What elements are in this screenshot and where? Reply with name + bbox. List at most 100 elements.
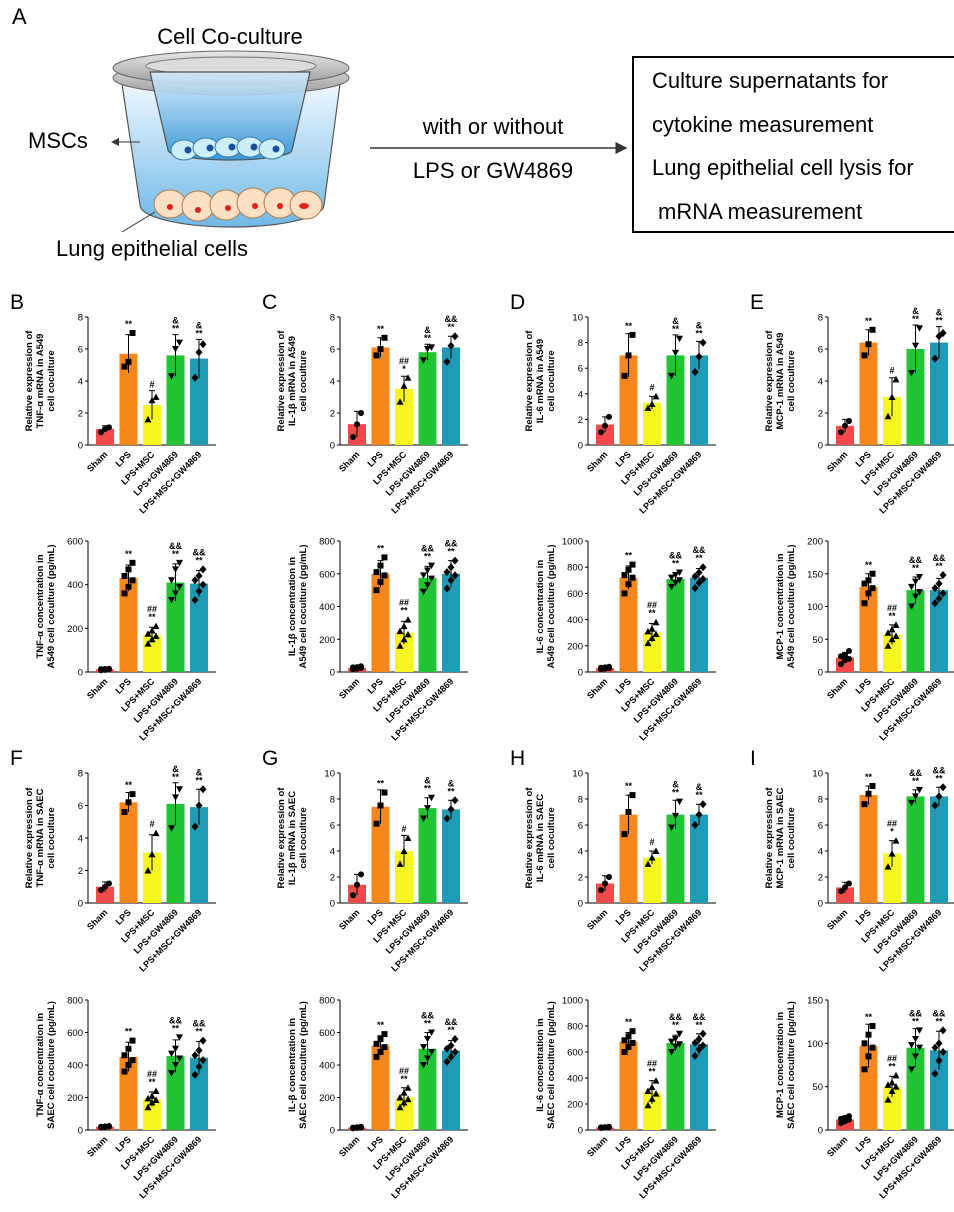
data-point [382, 790, 388, 796]
x-tick-label: LPS [853, 449, 872, 468]
data-point [862, 600, 868, 606]
data-point [354, 421, 360, 427]
data-point [862, 352, 868, 358]
significance-label: ** [447, 547, 455, 557]
y-axis-label: cell coculture [298, 807, 309, 868]
panel-label: G [262, 747, 278, 770]
y-tick-label: 800 [567, 1022, 583, 1033]
data-point [358, 1124, 364, 1130]
data-point [676, 799, 683, 806]
y-tick-label: 0 [330, 1126, 335, 1137]
significance-label: ** [125, 1027, 133, 1037]
data-point [622, 373, 628, 379]
epithelial-label: Lung epithelial cells [56, 236, 248, 261]
box-text: Lung epithelial cell lysis for [652, 155, 914, 180]
y-tick-label: 2 [330, 873, 335, 884]
data-point [700, 1030, 707, 1038]
data-point [126, 799, 132, 805]
y-tick-label: 400 [319, 602, 335, 613]
data-point [912, 1036, 919, 1043]
significance-label: # [149, 380, 154, 390]
x-tick-label: LPS [365, 449, 384, 468]
y-tick-label: 6 [818, 821, 823, 832]
significance-label: # [649, 837, 654, 847]
y-tick-label: 200 [567, 641, 583, 652]
significance-label: ** [912, 1016, 920, 1026]
y-axis-label: cell coculture [298, 350, 309, 411]
y-tick-label: 4 [818, 847, 823, 858]
significance-label: ** [195, 328, 203, 338]
data-point [700, 563, 707, 571]
bar-chart: CRelative expression ofIL-1β mRNA in A54… [262, 291, 468, 515]
y-axis-label: SAEC cell coculture (pg/mL) [546, 1001, 557, 1129]
bar [690, 578, 708, 672]
data-point [630, 332, 636, 338]
y-axis-label: MCP-1 mRNA in A549 [775, 333, 786, 430]
data-point [452, 1035, 459, 1043]
significance-label: ** [447, 322, 455, 332]
y-axis-label: IL-6 concentration in [535, 1018, 546, 1112]
y-tick-label: 2 [330, 409, 335, 420]
x-tick-label: Sham [585, 449, 609, 473]
y-tick-label: 50 [812, 1082, 823, 1093]
y-tick-label: 8 [78, 313, 83, 324]
y-tick-label: 0 [78, 1126, 83, 1137]
data-point [358, 410, 364, 416]
y-axis-label: IL-1β mRNA in A549 [287, 336, 298, 426]
data-point [866, 791, 872, 797]
panel-label: F [10, 747, 23, 770]
y-tick-label: 8 [578, 795, 583, 806]
data-point [630, 575, 636, 581]
data-point [602, 423, 608, 429]
x-tick-label: Sham [337, 1134, 361, 1158]
data-point [382, 554, 388, 560]
significance-label: ** [865, 560, 873, 570]
data-point [172, 346, 179, 353]
y-tick-label: 4 [78, 377, 83, 388]
data-point [378, 803, 384, 809]
bar [930, 796, 948, 903]
bar [190, 584, 208, 672]
data-point [401, 382, 408, 389]
bar [667, 579, 685, 672]
y-tick-label: 6 [78, 801, 83, 812]
data-point [374, 569, 380, 575]
data-point [940, 1026, 947, 1034]
y-tick-label: 400 [319, 1061, 335, 1072]
y-axis-label: TNF-α concentration in [35, 554, 46, 658]
x-tick-label: Sham [85, 676, 109, 700]
y-axis-label: Relative expression of [24, 787, 35, 889]
data-point [842, 423, 848, 429]
y-axis-label: IL-6 mRNA in SAEC [535, 794, 546, 882]
y-tick-label: 2 [78, 866, 83, 877]
significance-label: ** [865, 1012, 873, 1022]
data-point [870, 783, 876, 789]
y-tick-label: 0 [578, 899, 583, 910]
y-axis-label: MCP-1 mRNA in SAEC [775, 787, 786, 888]
y-tick-label: 200 [567, 1100, 583, 1111]
data-point [870, 1023, 876, 1029]
data-point [626, 352, 632, 358]
data-point [382, 335, 388, 341]
y-tick-label: 0 [330, 668, 335, 679]
significance-label: ** [648, 1067, 656, 1077]
significance-label: ** [172, 772, 180, 782]
x-tick-label: LPS [113, 1134, 132, 1153]
x-tick-label: LPS [365, 676, 384, 695]
x-tick-label: LPS [365, 907, 384, 926]
y-tick-label: 0 [578, 441, 583, 452]
y-tick-label: 0 [818, 1126, 823, 1137]
data-point [378, 563, 384, 569]
y-tick-label: 600 [319, 1028, 335, 1039]
x-tick-label: LPS [853, 676, 872, 695]
bar [120, 802, 138, 903]
x-tick-label: Sham [337, 449, 361, 473]
data-point [672, 350, 679, 357]
bar-chart: IRelative expression ofMCP-1 mRNA in SAE… [750, 747, 954, 973]
data-point [130, 1057, 136, 1063]
data-point [153, 1088, 160, 1095]
y-tick-label: 0 [578, 668, 583, 679]
data-point [626, 567, 632, 573]
significance-label: ** [125, 549, 133, 559]
